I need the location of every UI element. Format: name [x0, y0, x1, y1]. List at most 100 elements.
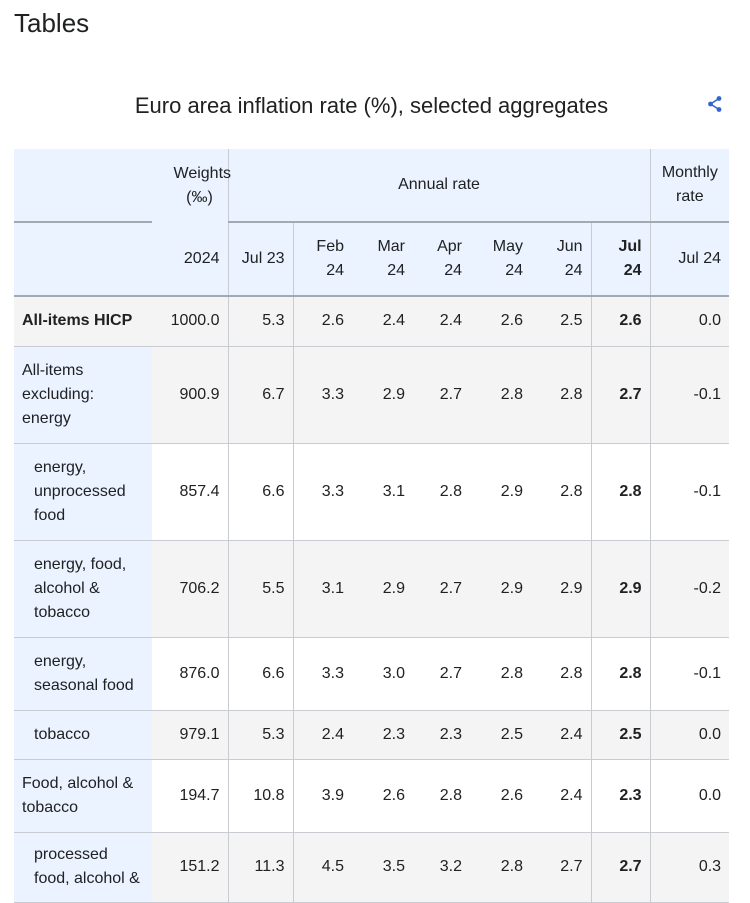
value-cell: 2.7 — [591, 346, 651, 444]
value-cell: 11.3 — [227, 832, 293, 903]
header-row-1: Weights (‰) Annual rate Monthly rate — [14, 149, 730, 223]
value-cell: 2.6 — [352, 759, 413, 833]
header-col-label: Jul 24 — [618, 238, 642, 279]
value-cell: 3.1 — [292, 540, 352, 638]
row-label-text: tobacco — [34, 725, 91, 743]
header-col-feb24: Feb 24 — [292, 222, 352, 297]
header-weights: Weights (‰) — [152, 149, 231, 222]
row-label: Food, alcohol & tobacco — [14, 759, 152, 833]
row-label: energy, food, alcohol & tobacco — [14, 540, 152, 638]
value-cell: 2.4 — [292, 710, 352, 760]
weight-cell: 194.7 — [152, 759, 228, 833]
inflation-table: Weights (‰) Annual rate Monthly rate 202… — [14, 149, 730, 903]
header-col-may24: May 24 — [470, 222, 531, 297]
monthly-cell: 0.0 — [650, 296, 730, 347]
value-cell: 6.6 — [227, 443, 293, 541]
row-label-text: All-items HICP — [22, 312, 133, 330]
value-cell: 2.7 — [413, 540, 470, 638]
weight-cell: 1000.0 — [152, 296, 228, 347]
value-cell: 2.6 — [470, 296, 531, 347]
value-cell: 2.4 — [413, 296, 470, 347]
monthly-cell: 0.0 — [650, 759, 730, 833]
value-cell: 2.9 — [531, 540, 592, 638]
value-cell: 3.3 — [292, 346, 352, 444]
header-col-label: May 24 — [492, 238, 523, 279]
value-cell: 2.5 — [591, 710, 651, 760]
header-col-apr24: Apr 24 — [413, 222, 470, 297]
header-monthly-text: Monthly rate — [661, 164, 718, 205]
page-title: Tables — [14, 8, 90, 38]
table-row: Food, alcohol & tobacco 194.7 10.8 3.9 2.6 2.… — [14, 759, 730, 833]
value-cell: 2.8 — [591, 637, 651, 711]
table-row: energy, seasonal food 876.0 6.6 3.3 3.0 2.7 2.… — [14, 637, 730, 711]
value-cell: 5.3 — [227, 710, 293, 760]
value-cell: 2.6 — [292, 296, 352, 347]
row-label-text: processed food, alcohol & — [34, 846, 140, 887]
row-label-text: energy, seasonal food — [34, 652, 134, 694]
header-col-label: Apr 24 — [437, 238, 462, 279]
header-monthly-col: Jul 24 — [650, 222, 730, 297]
value-cell: 4.5 — [292, 832, 352, 903]
header-col-jun24: Jun 24 — [531, 222, 592, 297]
value-cell: 2.4 — [352, 296, 413, 347]
value-cell: 2.3 — [591, 759, 651, 833]
value-cell: 2.8 — [413, 443, 470, 541]
row-label: energy, seasonal food — [14, 637, 152, 711]
value-cell: 2.5 — [470, 710, 531, 760]
header-weights-year: 2024 — [152, 222, 228, 297]
value-cell: 2.8 — [470, 346, 531, 444]
value-cell: 2.9 — [352, 346, 413, 444]
value-cell: 2.4 — [531, 759, 592, 833]
header-col-jul23: Jul 23 — [227, 222, 293, 297]
weight-cell: 900.9 — [152, 346, 228, 444]
row-label-text: All-items excluding: energy — [22, 361, 95, 427]
value-cell: 2.9 — [591, 540, 651, 638]
header-col-label: Jul 23 — [241, 250, 285, 267]
weight-cell: 857.4 — [152, 443, 228, 541]
value-cell: 2.3 — [413, 710, 470, 760]
value-cell: 2.9 — [470, 443, 531, 541]
header-row-2: 2024 Jul 23 Feb 24 Mar 24 Apr 24 May 24 … — [14, 222, 730, 297]
table-row: energy, food, alcohol & tobacco 706.2 5.5 3… — [14, 540, 730, 638]
weight-cell: 876.0 — [152, 637, 228, 711]
row-label-text: energy, unprocessed food — [34, 458, 126, 524]
value-cell: 6.6 — [227, 637, 293, 711]
value-cell: 10.8 — [227, 759, 293, 833]
share-icon[interactable] — [706, 95, 724, 113]
header-col-label: Jun 24 — [556, 238, 583, 279]
row-label-text: Food, alcohol & tobacco — [22, 774, 134, 816]
value-cell: 2.5 — [531, 296, 592, 347]
row-label: All-items HICP — [14, 296, 152, 347]
header-col-mar24: Mar 24 — [352, 222, 413, 297]
header-monthly-rate: Monthly rate — [650, 149, 730, 223]
row-label-text: energy, food, alcohol & tobacco — [34, 555, 127, 621]
value-cell: 2.6 — [591, 296, 651, 347]
value-cell: 3.9 — [292, 759, 352, 833]
value-cell: 3.0 — [352, 637, 413, 711]
weight-cell: 151.2 — [152, 832, 228, 903]
value-cell: 2.7 — [531, 832, 592, 903]
header-annual-rate: Annual rate — [227, 149, 651, 223]
table-row: energy, unprocessed food 857.4 6.6 3.3 3.1 2.… — [14, 443, 730, 541]
header-col-label: Mar 24 — [377, 238, 405, 279]
value-cell: 2.8 — [470, 832, 531, 903]
value-cell: 2.9 — [352, 540, 413, 638]
row-label: energy, unprocessed food — [14, 443, 152, 541]
value-cell: 3.1 — [352, 443, 413, 541]
row-label: tobacco — [14, 710, 152, 760]
value-cell: 3.3 — [292, 443, 352, 541]
value-cell: 2.8 — [531, 346, 592, 444]
value-cell: 2.8 — [413, 759, 470, 833]
value-cell: 3.5 — [352, 832, 413, 903]
value-cell: 2.8 — [470, 637, 531, 711]
value-cell: 2.8 — [531, 443, 592, 541]
monthly-cell: -0.1 — [650, 443, 730, 541]
value-cell: 5.3 — [227, 296, 293, 347]
value-cell: 2.7 — [413, 346, 470, 444]
header-col-label: Feb 24 — [316, 238, 344, 279]
table-row: All-items excluding: energy 900.9 6.7 3.3 2.… — [14, 346, 730, 444]
monthly-cell: -0.1 — [650, 637, 730, 711]
value-cell: 2.8 — [591, 443, 651, 541]
value-cell: 6.7 — [227, 346, 293, 444]
monthly-cell: 0.3 — [650, 832, 730, 903]
